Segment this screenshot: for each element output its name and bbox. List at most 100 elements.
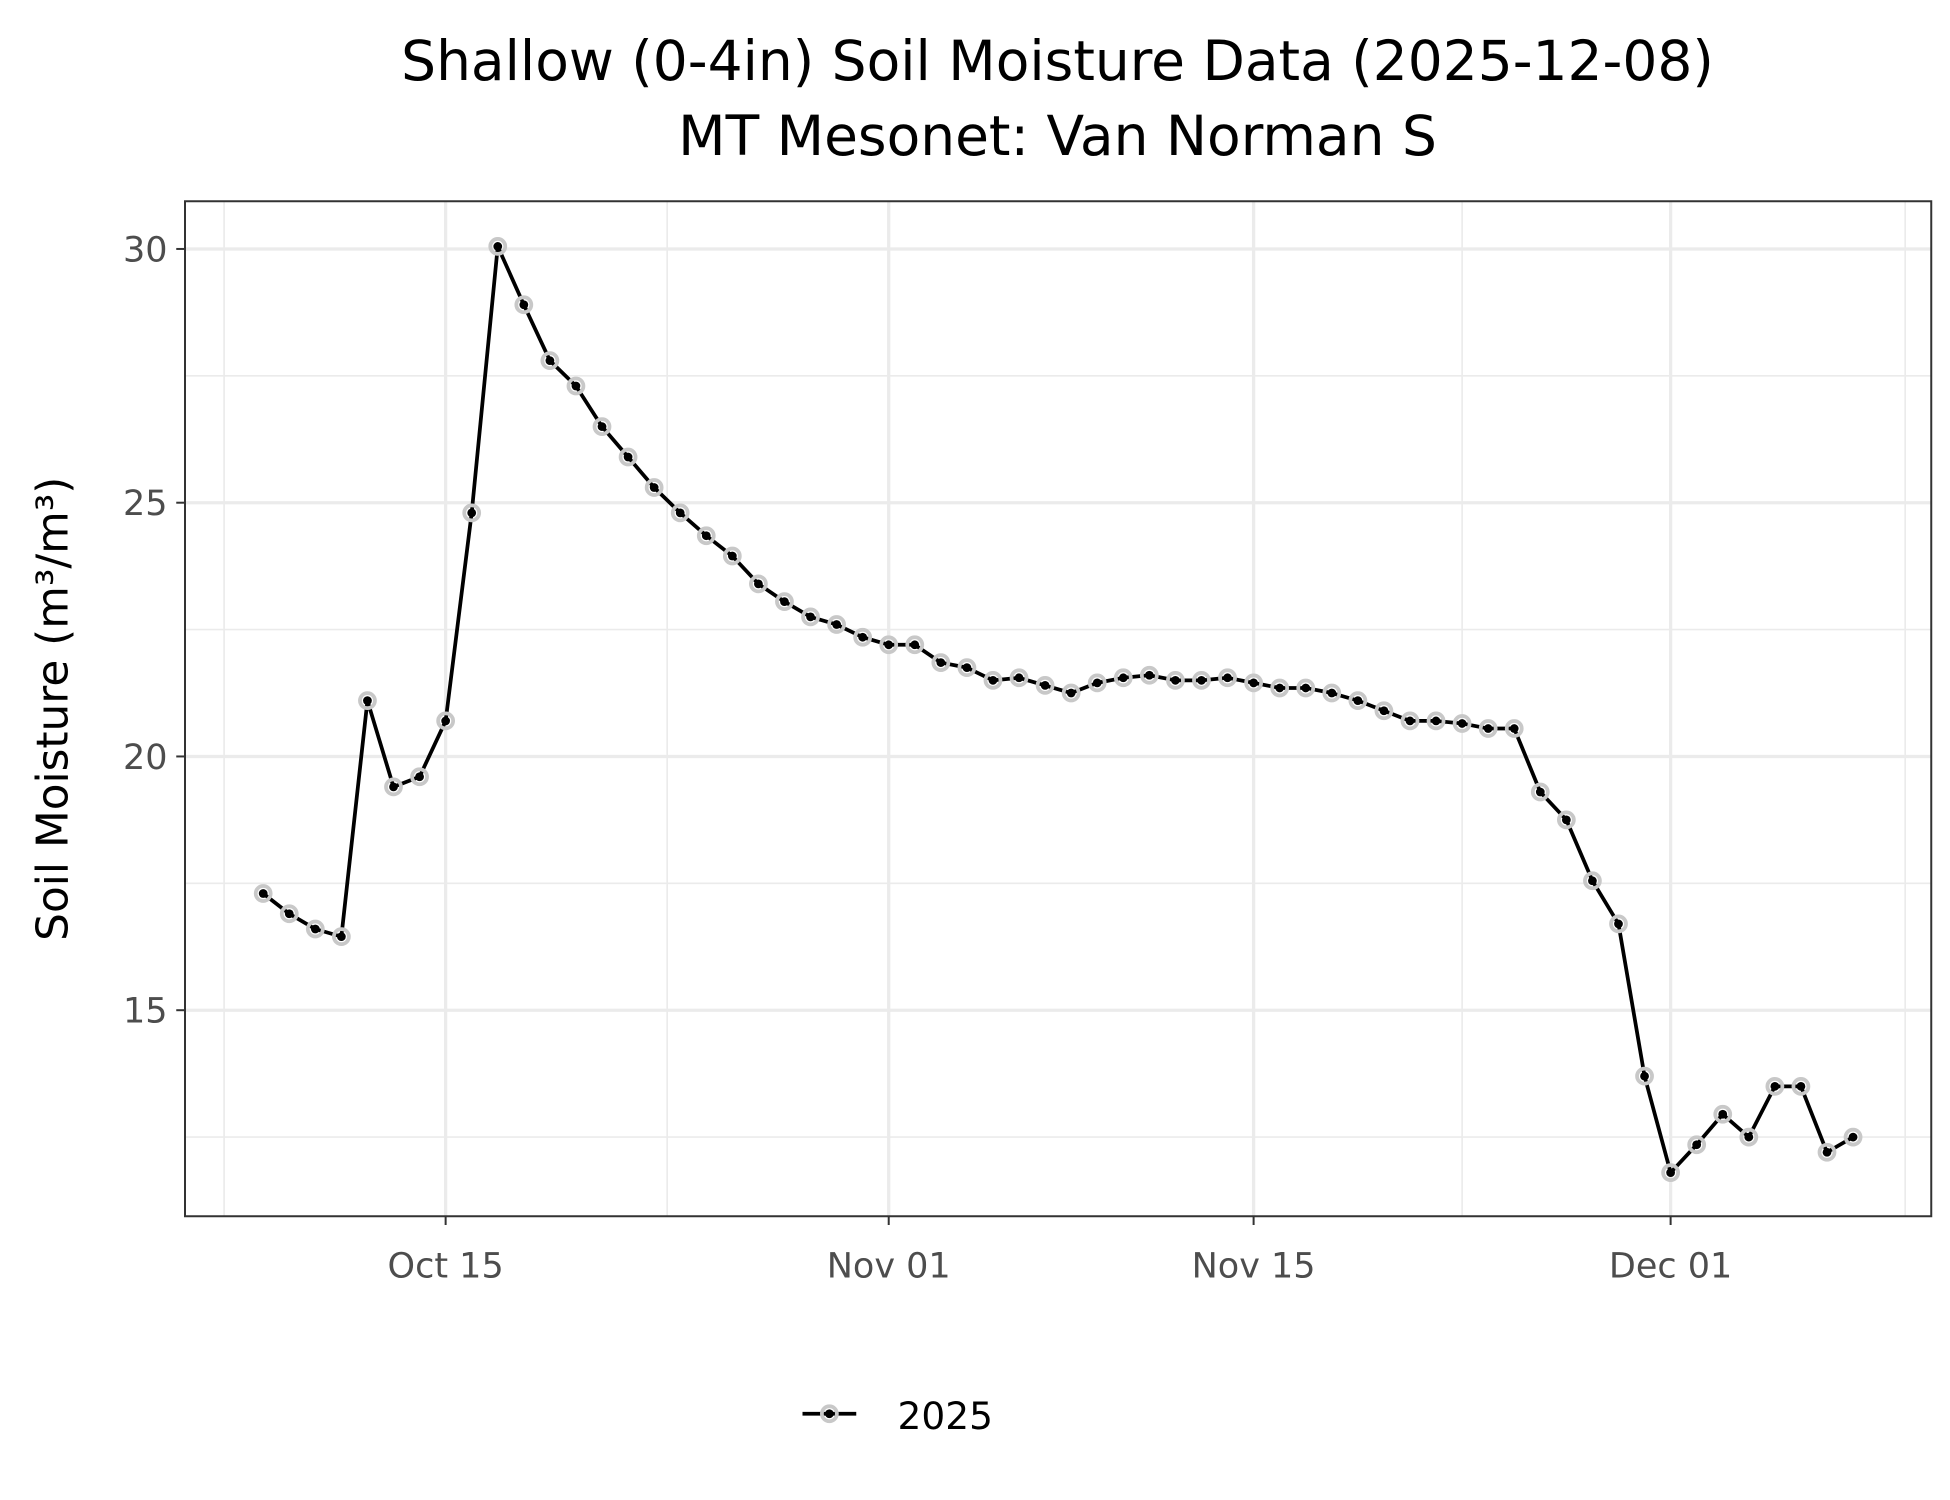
data-point-marker [1744,1132,1754,1142]
data-point-marker [988,675,998,685]
data-point [1661,1163,1680,1182]
data-point-marker [389,782,398,792]
data-point [1322,683,1342,703]
data-point-marker [363,696,372,706]
data-point [905,635,925,655]
data-point-marker [545,356,555,365]
legend-label: 2025 [898,1394,993,1438]
data-point-halo [1270,678,1290,698]
data-point-halo [1609,914,1628,934]
data-point-halo [801,607,820,627]
data-point-halo [1426,711,1446,731]
x-tick-label: Nov 01 [827,1247,951,1287]
data-point-marker [1588,876,1597,886]
data-point-halo [436,711,456,731]
legend-marker-halo [820,1404,839,1424]
data-point [670,503,690,523]
data-point [775,592,794,612]
grid [185,201,1932,1217]
data-point-halo [1661,1163,1680,1182]
data-point-marker [1014,673,1024,683]
data-point-halo [1635,1066,1654,1086]
data-point [722,546,742,566]
data-point-marker [962,663,972,673]
data-point-marker [1223,673,1232,683]
data-point [514,295,534,315]
data-point-halo [1583,871,1602,891]
data-point [1426,711,1446,731]
data-point-halo [305,919,325,939]
data-point-marker [1431,716,1441,726]
data-point-marker [1796,1081,1806,1091]
data-point [384,777,403,797]
data-point [1296,678,1316,698]
data-point [332,927,351,946]
data-point-halo [1791,1076,1811,1096]
data-point [1009,668,1029,688]
data-point-marker [1144,670,1154,680]
data-point-marker [727,551,737,561]
data-point-marker [754,579,763,589]
y-tick-label: 15 [123,992,168,1032]
data-point-marker [1118,673,1128,683]
plot-panel-border [184,200,1933,1218]
data-point-marker [1614,919,1623,929]
data-point [358,691,377,711]
data-point [879,635,899,655]
data-point-marker [1640,1071,1649,1081]
series-points [253,237,1863,1182]
data-point-marker [623,452,633,462]
x-tick-label: Oct 15 [388,1247,504,1287]
data-point [488,237,508,256]
data-point [1087,673,1107,693]
data-point-marker [1379,706,1389,716]
data-point-halo [1478,719,1498,738]
data-point-halo [358,691,377,711]
data-point-marker [1301,683,1311,693]
data-point-marker [832,620,841,629]
data-point-halo [253,884,273,903]
data-point [644,478,664,497]
data-point [540,351,560,370]
data-point-halo [1035,676,1055,695]
data-point-marker [910,640,920,650]
data-point-halo [1061,683,1081,703]
data-point-marker [441,716,451,726]
data-point-halo [1139,665,1159,685]
data-point [1061,683,1081,703]
data-point-marker [884,640,894,650]
data-point [1192,670,1211,690]
y-axis: 15 20 25 30 [123,230,185,1032]
data-point-marker [1770,1081,1780,1091]
data-point-halo [1244,673,1263,693]
data-point-halo [1374,701,1394,721]
data-point-halo [1113,668,1133,688]
data-point-marker [1040,681,1050,690]
data-point-halo [644,478,664,497]
data-point [618,447,638,467]
data-point [696,526,716,546]
data-point [853,627,873,647]
data-point-marker [597,422,607,431]
y-axis-label: Soil Moisture (m³/m³) [28,477,79,941]
data-point [1035,676,1055,695]
data-point-halo [957,658,977,678]
data-point-marker [701,531,711,541]
data-point-halo [1452,714,1472,733]
data-point [957,658,977,678]
y-tick-label: 20 [123,738,168,778]
y-tick-label: 25 [123,484,168,524]
data-point-halo [410,767,429,787]
data-point [1713,1104,1733,1124]
data-point [931,653,951,672]
data-point-marker [1457,719,1467,728]
data-point-halo [905,635,925,655]
data-point-marker [1718,1109,1728,1119]
data-point [1270,678,1290,698]
data-point-marker [1327,688,1337,698]
data-point-marker [1249,678,1258,688]
data-point-halo [332,927,351,946]
data-point [1400,711,1420,731]
data-point [801,607,820,627]
